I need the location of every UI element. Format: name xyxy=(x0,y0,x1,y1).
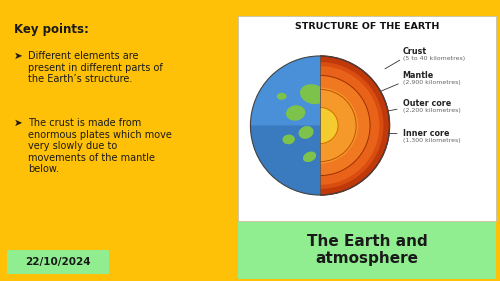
Text: The crust is made from
enormous plates which move
very slowly due to
movements o: The crust is made from enormous plates w… xyxy=(28,118,172,175)
Ellipse shape xyxy=(300,84,326,104)
Text: ➤: ➤ xyxy=(14,118,23,128)
Ellipse shape xyxy=(298,126,314,139)
Wedge shape xyxy=(320,89,356,162)
Ellipse shape xyxy=(277,93,286,100)
FancyBboxPatch shape xyxy=(7,250,109,274)
Text: Crust: Crust xyxy=(385,47,426,69)
Text: The Earth and
atmosphere: The Earth and atmosphere xyxy=(306,234,428,266)
Text: Inner core: Inner core xyxy=(338,129,449,138)
Ellipse shape xyxy=(282,135,295,144)
Wedge shape xyxy=(320,107,338,144)
FancyBboxPatch shape xyxy=(238,16,496,221)
Text: ➤: ➤ xyxy=(14,51,23,61)
Circle shape xyxy=(250,56,390,195)
Text: (2,200 kilometres): (2,200 kilometres) xyxy=(402,108,460,113)
Wedge shape xyxy=(320,66,380,185)
Wedge shape xyxy=(320,87,358,164)
Ellipse shape xyxy=(286,105,306,121)
Text: Outer core: Outer core xyxy=(358,99,451,117)
FancyBboxPatch shape xyxy=(238,222,496,279)
Text: Different elements are
present in different parts of
the Earth’s structure.: Different elements are present in differ… xyxy=(28,51,163,84)
Ellipse shape xyxy=(303,151,316,162)
Wedge shape xyxy=(320,75,370,176)
Text: Mantle: Mantle xyxy=(376,71,434,94)
Wedge shape xyxy=(320,58,388,193)
Text: 22/10/2024: 22/10/2024 xyxy=(25,257,91,267)
Text: (2,900 kilometres): (2,900 kilometres) xyxy=(402,80,460,85)
Text: (1,300 kilometres): (1,300 kilometres) xyxy=(402,138,460,143)
Wedge shape xyxy=(320,56,390,195)
Wedge shape xyxy=(250,56,320,195)
Wedge shape xyxy=(320,62,384,189)
Text: (5 to 40 kilometres): (5 to 40 kilometres) xyxy=(402,56,464,61)
Text: Key points:: Key points: xyxy=(14,23,89,36)
Text: STRUCTURE OF THE EARTH: STRUCTURE OF THE EARTH xyxy=(295,22,439,31)
Wedge shape xyxy=(250,126,320,195)
